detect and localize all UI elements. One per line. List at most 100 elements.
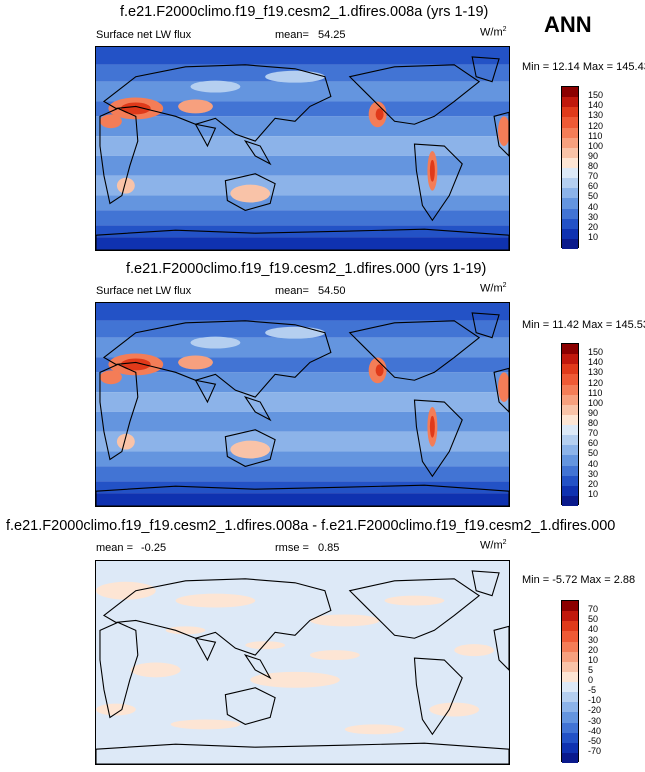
colorbar-tick-label: 90 bbox=[588, 407, 599, 418]
colorbar-tick-label: 70 bbox=[588, 171, 599, 182]
units-text: W/m bbox=[480, 26, 503, 39]
coastline bbox=[99, 363, 139, 461]
field-band bbox=[96, 155, 509, 176]
coastline bbox=[99, 107, 139, 205]
colorbar-tick-label: -10 bbox=[588, 695, 602, 706]
coastline bbox=[194, 123, 217, 148]
colorbar-tick-label: 5 bbox=[588, 664, 594, 675]
panel-3-title: f.e21.F2000climo.f19_f19.cesm2_1.dfires.… bbox=[6, 518, 616, 534]
colorbar-tick-label: 100 bbox=[588, 397, 604, 408]
colorbar-swatch bbox=[562, 495, 578, 506]
field-patch bbox=[309, 614, 380, 627]
field-band bbox=[96, 210, 509, 226]
colorbar-swatch bbox=[562, 344, 578, 355]
field-band bbox=[96, 431, 509, 452]
colorbar-tick-label: -40 bbox=[588, 725, 602, 736]
colorbar-swatch bbox=[562, 661, 578, 672]
panel-2-mean-label: mean= bbox=[275, 285, 309, 297]
colorbar-swatch bbox=[562, 425, 578, 436]
colorbar-swatch bbox=[562, 384, 578, 395]
colorbar-tick-label: 10 bbox=[588, 231, 599, 242]
panel-1-map bbox=[95, 46, 510, 251]
units-sup: 2 bbox=[502, 539, 507, 546]
field-patch bbox=[96, 581, 156, 600]
colorbar-swatch bbox=[562, 712, 578, 723]
map-svg bbox=[96, 561, 509, 764]
panel-1-units: W/m2 bbox=[480, 26, 507, 39]
panel-3-colorbar bbox=[561, 600, 579, 763]
field-band bbox=[96, 392, 509, 412]
field-patch bbox=[498, 372, 509, 403]
colorbar-swatch bbox=[562, 641, 578, 652]
coastline bbox=[102, 320, 332, 398]
colorbar-swatch bbox=[562, 178, 578, 189]
colorbar-tick-label: 60 bbox=[588, 181, 599, 192]
panel-1-mean-label: mean= bbox=[275, 29, 309, 41]
panel-1-colorbar bbox=[561, 86, 579, 249]
panel-3-mean-label: mean = bbox=[96, 542, 133, 554]
colorbar-swatch bbox=[562, 208, 578, 219]
colorbar-swatch bbox=[562, 374, 578, 385]
panel-2-colorbar bbox=[561, 343, 579, 506]
field-patch bbox=[375, 364, 384, 377]
colorbar-swatch bbox=[562, 127, 578, 138]
field-patch bbox=[375, 108, 384, 121]
coastline bbox=[96, 484, 509, 506]
panel-2-minmax: Min = 11.42 Max = 145.53 bbox=[522, 319, 645, 331]
panel-1-minmax: Min = 12.14 Max = 145.43 bbox=[522, 61, 645, 73]
colorbar-tick-label: 20 bbox=[588, 478, 599, 489]
coastline bbox=[99, 621, 139, 719]
colorbar-swatch bbox=[562, 414, 578, 425]
colorbar-tick-label: 100 bbox=[588, 140, 604, 151]
colorbar-swatch bbox=[562, 601, 578, 612]
field-patch bbox=[165, 626, 206, 635]
colorbar-swatch bbox=[562, 671, 578, 682]
colorbar-swatch bbox=[562, 752, 578, 763]
colorbar-tick-label: 120 bbox=[588, 120, 604, 131]
field-patch bbox=[454, 644, 495, 657]
colorbar-swatch bbox=[562, 742, 578, 753]
coastline bbox=[348, 320, 481, 381]
colorbar-tick-label: 30 bbox=[588, 211, 599, 222]
colorbar-swatch bbox=[562, 692, 578, 703]
field-patch bbox=[309, 650, 360, 661]
colorbar-tick-label: 20 bbox=[588, 221, 599, 232]
panel-3-units: W/m2 bbox=[480, 539, 507, 552]
field-band bbox=[96, 481, 509, 494]
colorbar-swatch bbox=[562, 137, 578, 148]
colorbar-swatch bbox=[562, 611, 578, 622]
field-patch bbox=[245, 641, 286, 650]
colorbar-tick-label: 150 bbox=[588, 90, 604, 101]
field-patch bbox=[429, 415, 435, 438]
field-band bbox=[96, 225, 509, 238]
coastline bbox=[243, 654, 272, 680]
panel-2-units: W/m2 bbox=[480, 282, 507, 295]
colorbar-tick-label: 40 bbox=[588, 201, 599, 212]
field-band bbox=[96, 81, 509, 102]
units-text: W/m bbox=[480, 539, 503, 552]
colorbar-tick-label: 30 bbox=[588, 468, 599, 479]
units-text: W/m bbox=[480, 282, 503, 295]
field-patch bbox=[498, 116, 509, 147]
colorbar-tick-label: 130 bbox=[588, 367, 604, 378]
panel-3-map bbox=[95, 560, 510, 765]
field-band bbox=[96, 451, 509, 467]
colorbar-swatch bbox=[562, 394, 578, 405]
colorbar-tick-label: -20 bbox=[588, 705, 602, 716]
field-patch bbox=[178, 99, 213, 114]
coastline bbox=[413, 399, 463, 478]
field-patch bbox=[344, 724, 405, 735]
colorbar-swatch bbox=[562, 198, 578, 209]
colorbar-swatch bbox=[562, 117, 578, 128]
colorbar-swatch bbox=[562, 354, 578, 365]
coastline bbox=[96, 742, 509, 764]
colorbar-tick-label: -50 bbox=[588, 735, 602, 746]
colorbar-tick-label: 140 bbox=[588, 100, 604, 111]
coastline bbox=[102, 578, 332, 656]
field-patch bbox=[99, 114, 122, 129]
colorbar-swatch bbox=[562, 732, 578, 743]
coastline bbox=[413, 657, 463, 736]
colorbar-tick-label: 60 bbox=[588, 438, 599, 449]
field-patch bbox=[116, 177, 135, 194]
coastline bbox=[493, 367, 509, 413]
